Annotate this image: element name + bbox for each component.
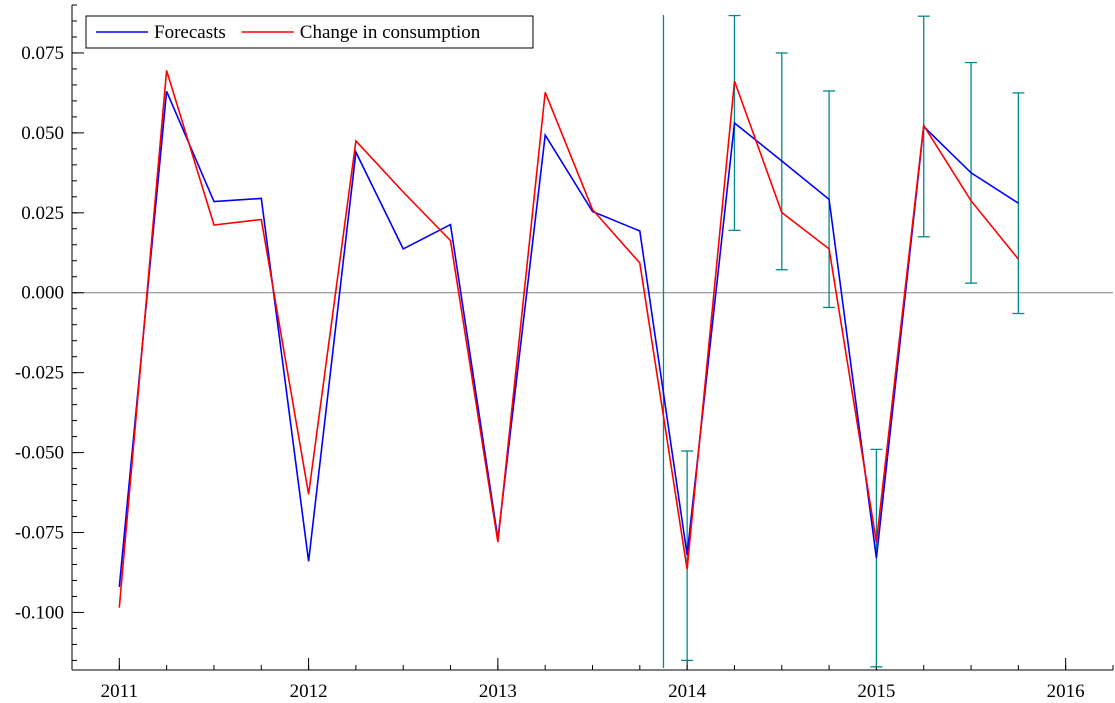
y-tick-label: -0.025: [15, 363, 64, 384]
plot-area: -0.100 -0.075 -0.050 -0.025 0.000 0.025 0.050 0…: [15, 4, 1114, 702]
y-tick-label: 0.075: [21, 43, 64, 64]
y-tick-label: -0.075: [15, 523, 64, 544]
y-tick-label: -0.050: [15, 443, 64, 464]
x-tick-label: 2012: [290, 681, 328, 702]
y-tick-label: 0.050: [21, 123, 64, 144]
y-tick-label: 0.000: [21, 283, 64, 304]
series-line-forecasts: [118, 90, 1019, 587]
legend: Forecasts Change in consumption: [85, 15, 534, 49]
series-line-change-in-consumption: [118, 70, 1020, 608]
x-tick-label: 2011: [101, 681, 138, 702]
x-tick-label: 2016: [1047, 681, 1085, 702]
y-tick-label: 0.025: [21, 203, 64, 224]
x-tick-label: 2014: [668, 681, 707, 702]
legend-label: Change in consumption: [300, 22, 481, 43]
x-tick-label: 2013: [479, 681, 517, 702]
x-tick-label: 2015: [857, 681, 895, 702]
y-tick-label: -0.100: [15, 602, 64, 623]
legend-box: [85, 15, 534, 49]
legend-label: Forecasts: [154, 22, 226, 43]
